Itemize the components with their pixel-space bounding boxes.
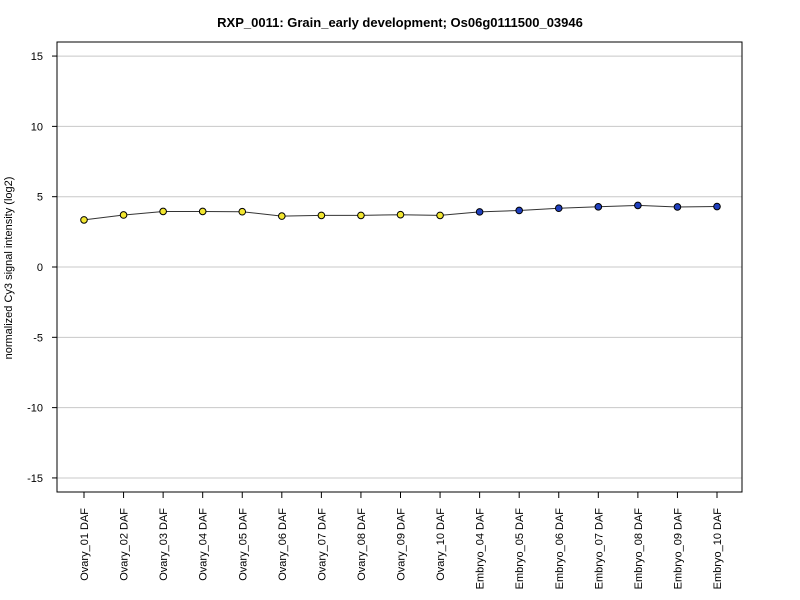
- y-tick-label: -5: [33, 332, 43, 344]
- plot-frame: [56, 41, 743, 493]
- data-point: [317, 211, 326, 220]
- data-point: [594, 203, 603, 211]
- data-point: [475, 208, 484, 216]
- x-tick-label: Ovary_10 DAF: [435, 508, 447, 581]
- y-tick-label: -15: [27, 473, 43, 485]
- data-series: [80, 201, 721, 224]
- y-axis-label: normalized Cy3 signal intensity (log2): [3, 177, 15, 360]
- data-point: [198, 207, 207, 216]
- grid-lines: [57, 55, 742, 479]
- y-tick-label: 0: [37, 262, 43, 274]
- y-tick-label: 15: [31, 51, 43, 63]
- x-tick-label: Ovary_04 DAF: [198, 508, 210, 581]
- x-tick-label: Ovary_05 DAF: [237, 508, 249, 581]
- x-tick-label: Embryo_04 DAF: [475, 508, 487, 590]
- data-point: [554, 204, 563, 213]
- x-tick-label: Ovary_02 DAF: [119, 508, 131, 581]
- data-point: [634, 201, 642, 210]
- x-axis: Ovary_01 DAF Ovary_02 DAF Ovary_03 DAF Ovar…: [79, 492, 724, 589]
- x-tick-label: Embryo_10 DAF: [712, 508, 724, 590]
- y-tick-label: 5: [37, 192, 43, 204]
- x-tick-label: Ovary_07 DAF: [316, 508, 328, 581]
- data-point: [278, 212, 286, 220]
- data-point: [713, 202, 721, 211]
- x-tick-label: Ovary_01 DAF: [79, 508, 91, 581]
- y-tick-label: -10: [27, 403, 43, 415]
- x-tick-label: Embryo_08 DAF: [633, 508, 645, 590]
- y-tick-label: 10: [31, 121, 43, 133]
- data-point: [80, 216, 88, 224]
- x-tick-label: Embryo_09 DAF: [672, 508, 684, 590]
- data-point: [396, 210, 405, 219]
- data-point: [357, 211, 365, 220]
- y-axis: -15 -10 -5 0 5 10 15: [27, 51, 57, 485]
- x-tick-label: Embryo_07 DAF: [593, 508, 605, 590]
- data-point: [119, 211, 128, 219]
- x-tick-label: Ovary_09 DAF: [396, 508, 408, 581]
- x-tick-label: Embryo_06 DAF: [554, 508, 566, 590]
- x-tick-label: Ovary_06 DAF: [277, 508, 289, 581]
- data-point: [515, 206, 523, 215]
- data-point: [436, 211, 444, 220]
- chart-title: RXP_0011: Grain_early development; Os06g…: [217, 15, 583, 30]
- data-point: [159, 207, 167, 216]
- x-tick-label: Ovary_08 DAF: [356, 508, 368, 581]
- data-point: [673, 203, 682, 211]
- data-point: [238, 207, 247, 216]
- x-tick-label: Ovary_03 DAF: [158, 508, 170, 581]
- x-tick-label: Embryo_05 DAF: [514, 508, 526, 590]
